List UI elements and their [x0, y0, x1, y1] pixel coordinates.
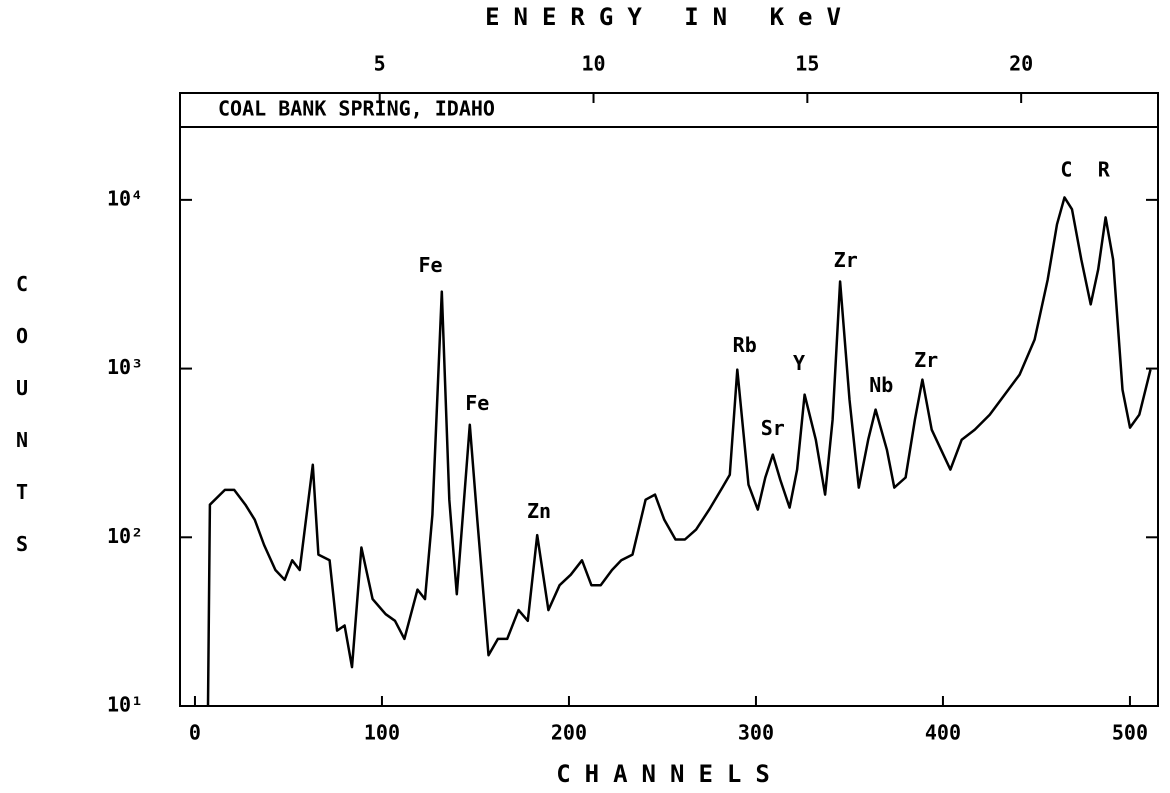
x2-tick-label: 15: [795, 52, 819, 76]
x-tick-label: 400: [925, 721, 961, 745]
x-tick-label: 300: [738, 721, 774, 745]
y-tick-label: 10¹: [107, 693, 143, 717]
x-tick-label: 0: [189, 721, 201, 745]
plot-frame: [179, 92, 1159, 707]
chart-title: COAL BANK SPRING, IDAHO: [218, 97, 495, 121]
x-tick-label: 100: [364, 721, 400, 745]
y-tick-label: 10²: [107, 524, 143, 548]
peak-label: Y: [793, 351, 805, 375]
x2-tick-label: 10: [581, 52, 605, 76]
x-tick-label: 500: [1112, 721, 1148, 745]
peak-label: Fe: [419, 253, 443, 277]
y-tick-label: 10³: [107, 355, 143, 379]
x-axis-label: CHANNELS: [556, 760, 784, 788]
peak-label: Fe: [465, 391, 489, 415]
peak-label: Zr: [834, 248, 858, 272]
peak-label: Zn: [527, 499, 551, 523]
peak-label: Zr: [914, 348, 938, 372]
peak-label: C: [1060, 158, 1072, 182]
x2-axis-label: ENERGY IN KeV: [485, 3, 855, 31]
x2-tick-label: 5: [374, 52, 386, 76]
spectrum-line: [206, 196, 1152, 707]
peak-label: Nb: [869, 373, 893, 397]
peak-label: Rb: [733, 333, 757, 357]
x-tick-label: 200: [551, 721, 587, 745]
peak-label: R: [1098, 158, 1111, 182]
peak-label: Sr: [761, 416, 785, 440]
x2-tick-label: 20: [1009, 52, 1033, 76]
y-tick-label: 10⁴: [107, 186, 143, 210]
